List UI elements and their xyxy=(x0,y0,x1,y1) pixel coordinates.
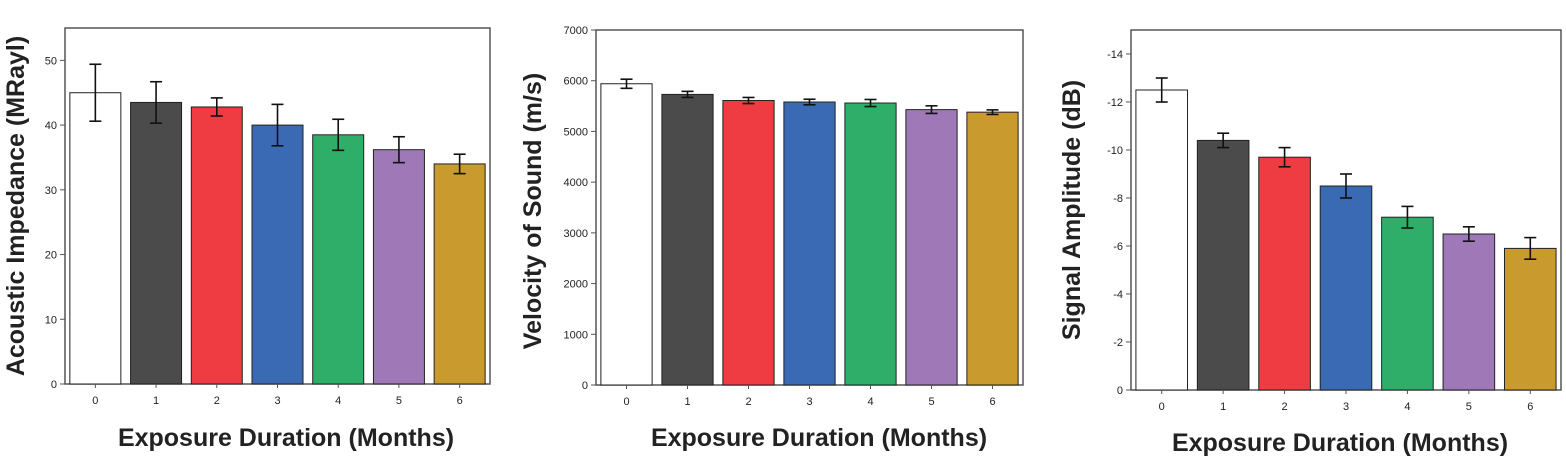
bar xyxy=(905,109,958,386)
bar xyxy=(1135,89,1189,391)
bar xyxy=(600,83,653,386)
x-axis-title: Exposure Duration (Months) xyxy=(118,424,454,452)
x-tick-label: 3 xyxy=(1343,401,1349,413)
y-tick-label: -2 xyxy=(1113,337,1123,349)
x-tick-label: 2 xyxy=(214,395,220,407)
x-tick-label: 0 xyxy=(92,395,98,407)
y-tick-label: 2000 xyxy=(564,279,588,291)
y-tick-label: 4000 xyxy=(564,177,588,189)
y-tick-label: 0 xyxy=(51,379,57,391)
bar xyxy=(722,99,775,386)
y-tick-label: 0 xyxy=(582,380,588,392)
x-tick-label: 6 xyxy=(457,395,463,407)
bar xyxy=(1503,247,1557,391)
x-tick-label: 1 xyxy=(1220,401,1226,413)
x-tick-label: 4 xyxy=(1404,401,1410,413)
x-tick-label: 4 xyxy=(867,396,873,408)
y-tick-label: -4 xyxy=(1113,289,1123,301)
bar xyxy=(783,101,836,386)
y-tick-label: 5000 xyxy=(564,126,588,138)
bar xyxy=(1319,185,1373,391)
bar xyxy=(844,102,897,386)
x-tick-label: 2 xyxy=(1282,401,1288,413)
x-tick-label: 0 xyxy=(623,396,629,408)
bar xyxy=(251,124,304,385)
bar xyxy=(1381,216,1434,391)
bar xyxy=(69,92,122,385)
y-tick-label: -12 xyxy=(1107,97,1123,109)
y-axis-title: Velocity of Sound (m/s) xyxy=(519,73,547,349)
y-tick-label: 3000 xyxy=(564,228,588,240)
x-tick-label: 3 xyxy=(806,396,812,408)
y-tick-label: -10 xyxy=(1107,145,1123,157)
y-tick-label: -14 xyxy=(1107,49,1123,61)
bar xyxy=(1258,156,1311,391)
bar xyxy=(966,111,1019,386)
chart-marks: 0 -2 -4 -6 -8 -10 -12 -14 0 1 2 3 4 5 6 xyxy=(1107,49,1557,413)
x-tick-label: 0 xyxy=(1159,401,1165,413)
bar xyxy=(1442,233,1496,391)
bar xyxy=(312,134,365,385)
x-tick-label: 5 xyxy=(928,396,934,408)
y-tick-label: 0 xyxy=(1117,385,1123,397)
x-tick-label: 2 xyxy=(745,396,751,408)
y-tick-label: 1000 xyxy=(564,329,588,341)
chart-panel-velocity-of-sound: 0 1000 2000 3000 4000 5000 6000 7000 0 1 2 3 4 5 6 Vel… xyxy=(519,25,1024,452)
x-tick-label: 6 xyxy=(989,396,995,408)
x-axis-title: Exposure Duration (Months) xyxy=(1172,429,1508,457)
y-tick-label: -8 xyxy=(1113,193,1123,205)
x-tick-label: 1 xyxy=(684,396,690,408)
x-tick-label: 6 xyxy=(1527,401,1533,413)
y-tick-label: 10 xyxy=(45,314,57,326)
bar xyxy=(372,149,425,385)
x-tick-label: 4 xyxy=(335,395,341,407)
bar xyxy=(190,106,243,385)
chart-panel-signal-amplitude: 0 -2 -4 -6 -8 -10 -12 -14 0 1 2 3 4 5 6 Signal Amplitu… xyxy=(1058,29,1562,457)
y-axis-title: Signal Amplitude (dB) xyxy=(1058,80,1086,340)
chart-marks: 0 1000 2000 3000 4000 5000 6000 7000 0 1 2 3 4 5 6 xyxy=(564,25,1019,408)
y-tick-label: 7000 xyxy=(564,25,588,37)
x-tick-label: 5 xyxy=(1466,401,1472,413)
bar xyxy=(433,163,486,385)
chart-marks: 0 10 20 30 40 50 0 1 2 3 4 5 6 xyxy=(45,55,486,407)
y-tick-label: 20 xyxy=(45,250,57,262)
chart-panel-acoustic-impedance: 0 10 20 30 40 50 0 1 2 3 4 5 6 Acoustic Impedance (M… xyxy=(2,27,491,452)
y-tick-label: 6000 xyxy=(564,76,588,88)
bar xyxy=(1196,139,1250,391)
y-tick-label: -6 xyxy=(1113,241,1123,253)
y-tick-label: 40 xyxy=(45,120,57,132)
y-axis-title: Acoustic Impedance (MRayl) xyxy=(2,36,30,376)
x-tick-label: 1 xyxy=(153,395,159,407)
x-tick-label: 3 xyxy=(274,395,280,407)
bar xyxy=(130,101,183,385)
x-tick-label: 5 xyxy=(396,395,402,407)
y-tick-label: 30 xyxy=(45,185,57,197)
x-axis-title: Exposure Duration (Months) xyxy=(651,424,987,452)
bar xyxy=(661,93,714,386)
y-tick-label: 50 xyxy=(45,55,57,67)
